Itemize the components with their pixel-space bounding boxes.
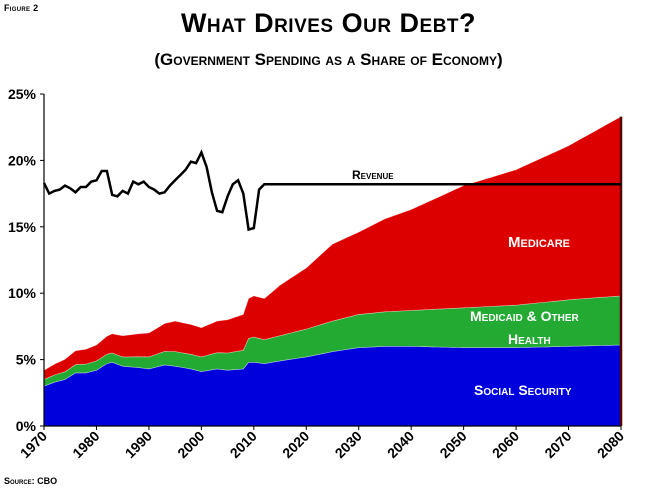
series-labels: Revenue Medicare Medicaid & Other Health… <box>352 168 580 398</box>
x-tick-label: 1990 <box>122 428 155 461</box>
x-tick-label: 2080 <box>594 428 627 461</box>
x-tick-label: 2070 <box>541 428 574 461</box>
chart-title: What Drives Our Debt? <box>180 8 477 38</box>
stacked-areas <box>43 116 623 427</box>
x-tick-label: 2040 <box>384 428 417 461</box>
x-tick-label: 2010 <box>227 428 260 461</box>
y-tick-label: 5% <box>16 352 37 368</box>
x-tick-label: 2030 <box>332 428 365 461</box>
x-tick-label: 2020 <box>279 428 312 461</box>
revenue-line-group <box>42 149 621 232</box>
y-tick-label: 25% <box>8 86 37 102</box>
medicare-label: Medicare <box>508 234 570 251</box>
x-tick-label: 1980 <box>69 428 102 461</box>
chart-subtitle: (Government Spending as a Share of Econo… <box>154 50 503 69</box>
medicaid-label-line1: Medicaid & Other <box>470 308 580 324</box>
y-tick-label: 20% <box>8 152 37 168</box>
revenue-line <box>42 149 621 232</box>
medicaid-label-line2: Health <box>508 331 551 347</box>
y-tick-label: 0% <box>16 418 37 434</box>
social-security-label: Social Security <box>474 382 572 398</box>
y-tick-label: 15% <box>8 219 37 235</box>
x-tick-label: 2000 <box>174 428 207 461</box>
x-tick-label: 2050 <box>436 428 469 461</box>
x-tick-label: 2060 <box>489 428 522 461</box>
figure-label: Figure 2 <box>4 3 39 13</box>
source-note: Source: CBO <box>4 476 58 486</box>
y-tick-label: 10% <box>8 285 37 301</box>
revenue-label: Revenue <box>352 168 394 182</box>
